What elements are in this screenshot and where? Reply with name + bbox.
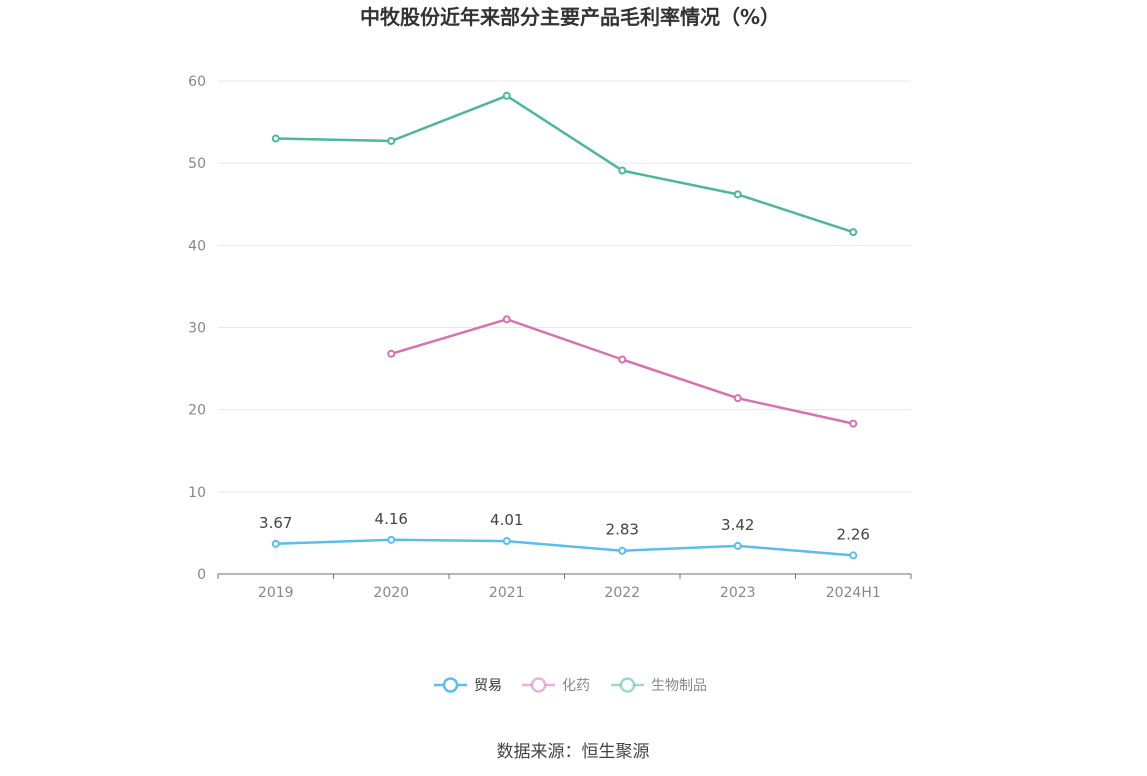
y-tick-label: 0 [197, 567, 206, 583]
data-point [387, 136, 396, 145]
data-point [502, 537, 511, 546]
y-tick-label: 30 [188, 321, 206, 337]
data-label: 2.83 [606, 521, 639, 539]
data-labels: 3.67 4.16 4.01 2.83 3.42 2.26 [259, 510, 870, 544]
series [271, 91, 858, 560]
y-tick-label: 20 [188, 403, 206, 419]
legend-item[interactable]: 生物制品 [611, 677, 707, 694]
x-tick-label: 2023 [720, 585, 756, 601]
data-point [618, 546, 627, 555]
legend-item[interactable]: 贸易 [434, 677, 502, 694]
data-point [502, 315, 511, 324]
x-tick-label: 2019 [258, 585, 294, 601]
legend-marker [619, 677, 636, 693]
series-line [275, 94, 854, 234]
y-tick-label: 10 [188, 485, 206, 501]
x-tick-label: 2022 [604, 585, 640, 601]
chart-title: 中牧股份近年来部分主要产品毛利率情况（%） [360, 5, 780, 29]
data-point [849, 228, 858, 237]
legend-item[interactable]: 化药 [522, 677, 590, 694]
data-label: 4.16 [375, 510, 408, 528]
data-point [387, 349, 396, 358]
legend-marker [442, 677, 459, 693]
data-point [387, 535, 396, 544]
data-point [618, 355, 627, 364]
data-point [849, 419, 858, 428]
x-tick-label: 2024H1 [826, 585, 881, 601]
y-tick-label: 50 [188, 156, 206, 172]
data-point [502, 91, 511, 100]
y-tick-label: 60 [188, 74, 206, 90]
x-tick-label: 2020 [373, 585, 409, 601]
data-label: 3.67 [259, 514, 292, 532]
data-point [618, 166, 627, 175]
legend-label: 生物制品 [651, 678, 707, 694]
data-label: 3.42 [721, 516, 754, 534]
gridlines [218, 80, 911, 493]
legend-label: 化药 [562, 678, 590, 694]
data-point [733, 190, 742, 199]
x-tick-label: 2021 [489, 585, 525, 601]
data-label: 2.26 [837, 525, 870, 543]
data-label: 4.01 [490, 511, 523, 529]
legend-label: 贸易 [474, 678, 502, 694]
series-line [390, 318, 854, 425]
data-point [271, 539, 280, 548]
data-point [849, 551, 858, 560]
axes: 0 10 20 30 40 50 60 2019 2020 2021 2022 2023 2024H1 [188, 74, 912, 601]
y-tick-label: 40 [188, 238, 206, 254]
data-point [733, 394, 742, 403]
data-source: 数据来源：恒生聚源 [497, 742, 650, 762]
legend-marker [530, 677, 547, 693]
data-point [733, 541, 742, 550]
legend: 贸易 化药 生物制品 [434, 677, 707, 694]
data-point [271, 134, 280, 143]
series-line [275, 538, 854, 557]
